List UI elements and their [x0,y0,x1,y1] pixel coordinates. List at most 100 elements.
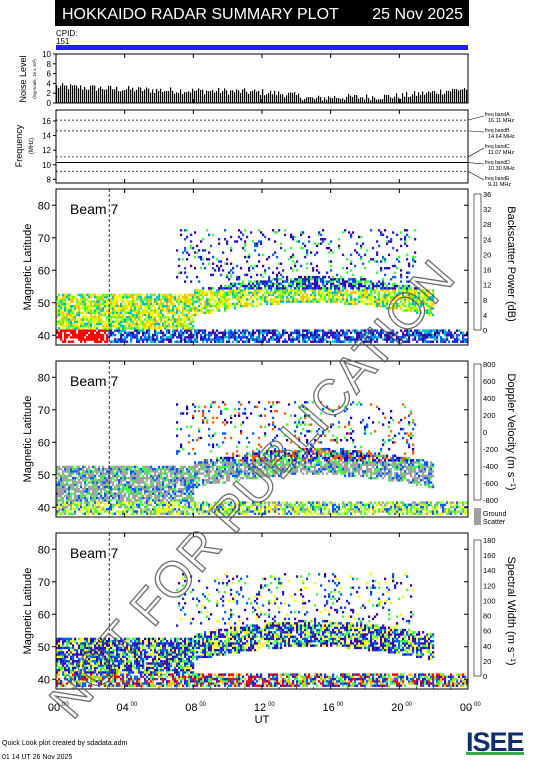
echo-cell [72,492,75,495]
echo-cell [426,336,429,339]
echo-cell [70,309,73,312]
echo-cell [112,320,115,323]
echo-cell [382,331,385,335]
noise-bar [448,90,450,103]
echo-cell [124,483,127,487]
echo-cell [276,289,279,292]
echo-cell [278,287,281,290]
echo-cell [104,483,107,487]
echo-cell [202,338,205,341]
echo-cell [60,309,63,312]
echo-cell [154,501,157,504]
echo-cell [106,304,109,308]
echo-cell [98,302,101,306]
echo-cell [184,329,187,332]
echo-cell [92,309,95,312]
echo-cell [100,470,103,473]
echo-cell [286,298,289,301]
echo-cell [194,405,197,409]
echo-cell [316,333,319,337]
echo-cell [94,479,97,482]
echo-cell [216,465,219,469]
echo-cell [392,298,395,301]
echo-cell [92,336,95,339]
echo-cell [172,324,175,328]
echo-cell [386,235,389,239]
echo-cell [112,470,115,473]
echo-cell [312,291,315,294]
echo-cell [142,327,145,330]
echo-cell [240,267,243,270]
echo-cell [66,479,69,482]
echo-cell [60,496,63,500]
echo-cell [218,474,221,478]
echo-cell [126,490,129,493]
echo-cell [174,329,177,332]
echo-cell [170,503,173,507]
echo-cell [64,304,67,308]
echo-cell [302,338,305,341]
echo-cell [186,235,189,239]
echo-cell [344,302,347,306]
echo-cell [98,481,101,484]
echo-cell [196,289,199,292]
echo-cell [152,338,155,341]
echo-cell [80,329,83,332]
echo-cell [190,499,193,502]
echo-cell [140,320,143,323]
echo-cell [240,238,243,241]
echo-cell [274,300,277,303]
echo-cell [66,322,69,326]
echo-cell [322,329,325,332]
echo-cell [150,311,153,315]
echo-cell [256,244,259,248]
echo-cell [374,291,377,294]
echo-cell [136,329,139,332]
echo-cell [250,291,253,294]
echo-cell [236,331,239,335]
echo-cell [380,282,383,286]
echo-cell [150,468,153,471]
echo-cell [78,499,81,502]
echo-cell [60,318,63,321]
echo-cell [444,340,447,343]
echo-cell [106,293,109,297]
echo-cell [352,302,355,306]
echo-cell [310,289,313,292]
echo-cell [208,463,211,466]
echo-cell [184,488,187,491]
echo-cell [184,476,187,480]
echo-cell [64,483,67,487]
freq-band-value: 14.64 MHz [488,134,515,140]
echo-cell [224,307,227,310]
echo-cell [370,333,373,337]
echo-cell [84,318,87,321]
echo-cell [110,492,113,495]
echo-cell [72,476,75,480]
echo-cell [346,329,349,332]
power-beam-label: Beam 7 [70,201,118,217]
echo-cell [268,291,271,294]
echo-cell [154,508,157,511]
echo-cell [192,246,195,250]
echo-cell [334,298,337,301]
echo-cell [204,267,207,270]
echo-cell [210,331,213,335]
echo-cell [174,492,177,495]
echo-cell [264,287,267,290]
echo-cell [338,282,341,286]
echo-cell [184,331,187,335]
echo-cell [196,311,199,315]
echo-cell [176,499,179,502]
echo-cell [58,336,61,339]
echo-cell [420,336,423,339]
echo-cell [198,329,201,332]
echo-cell [188,316,191,319]
echo-cell [114,304,117,308]
echo-cell [238,298,241,301]
noise-bar [356,95,358,103]
echo-cell [408,235,411,239]
echo-cell [370,331,373,335]
echo-cell [374,329,377,332]
echo-cell [150,296,153,299]
